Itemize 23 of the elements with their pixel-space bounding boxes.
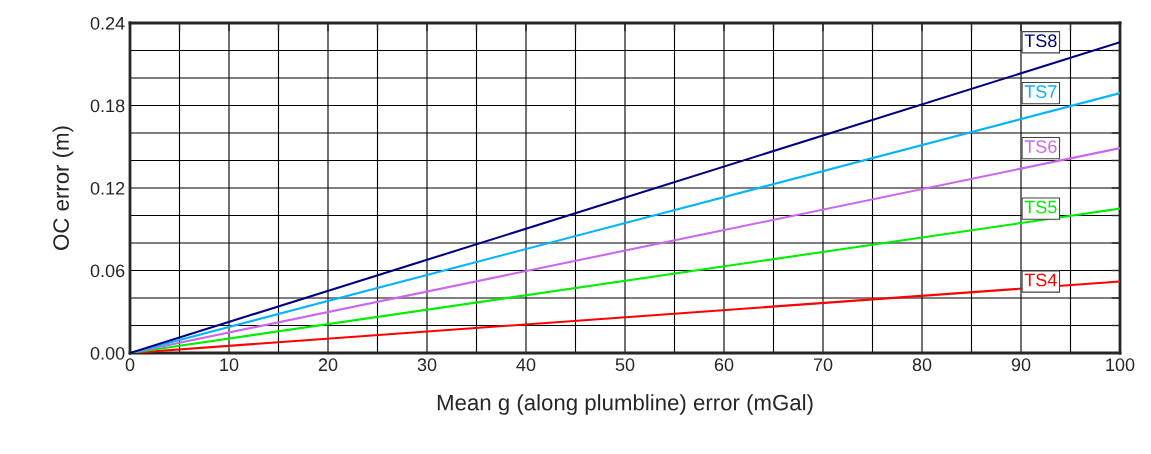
y-axis-title: OC error (m) [52, 126, 74, 250]
series-label: TS5 [1024, 200, 1057, 214]
y-tick-label: 0.00 [90, 346, 125, 360]
x-tick-label: 70 [813, 358, 833, 372]
x-tick-label: 60 [714, 358, 734, 372]
x-axis-title: Mean g (along plumbline) error (mGal) [437, 394, 813, 415]
x-tick-label: 0 [125, 358, 135, 372]
y-tick-label: 0.18 [90, 99, 125, 113]
series-label: TS7 [1024, 85, 1057, 98]
x-tick-label: 40 [516, 358, 536, 372]
series-label: TS6 [1024, 140, 1057, 153]
x-tick-label: 20 [318, 358, 338, 372]
y-tick-label: 0.24 [90, 16, 125, 30]
x-tick-label: 100 [1106, 358, 1135, 372]
x-tick-label: 10 [220, 358, 239, 372]
y-tick-label: 0.06 [90, 264, 125, 278]
series-label: TS8 [1024, 34, 1057, 48]
y-tick-label: 0.12 [90, 181, 125, 195]
x-tick-label: 30 [417, 358, 437, 372]
x-tick-label: 90 [1011, 358, 1031, 372]
x-tick-label: 80 [912, 358, 932, 372]
series-label: TS4 [1024, 273, 1057, 287]
x-tick-label: 50 [615, 358, 635, 372]
